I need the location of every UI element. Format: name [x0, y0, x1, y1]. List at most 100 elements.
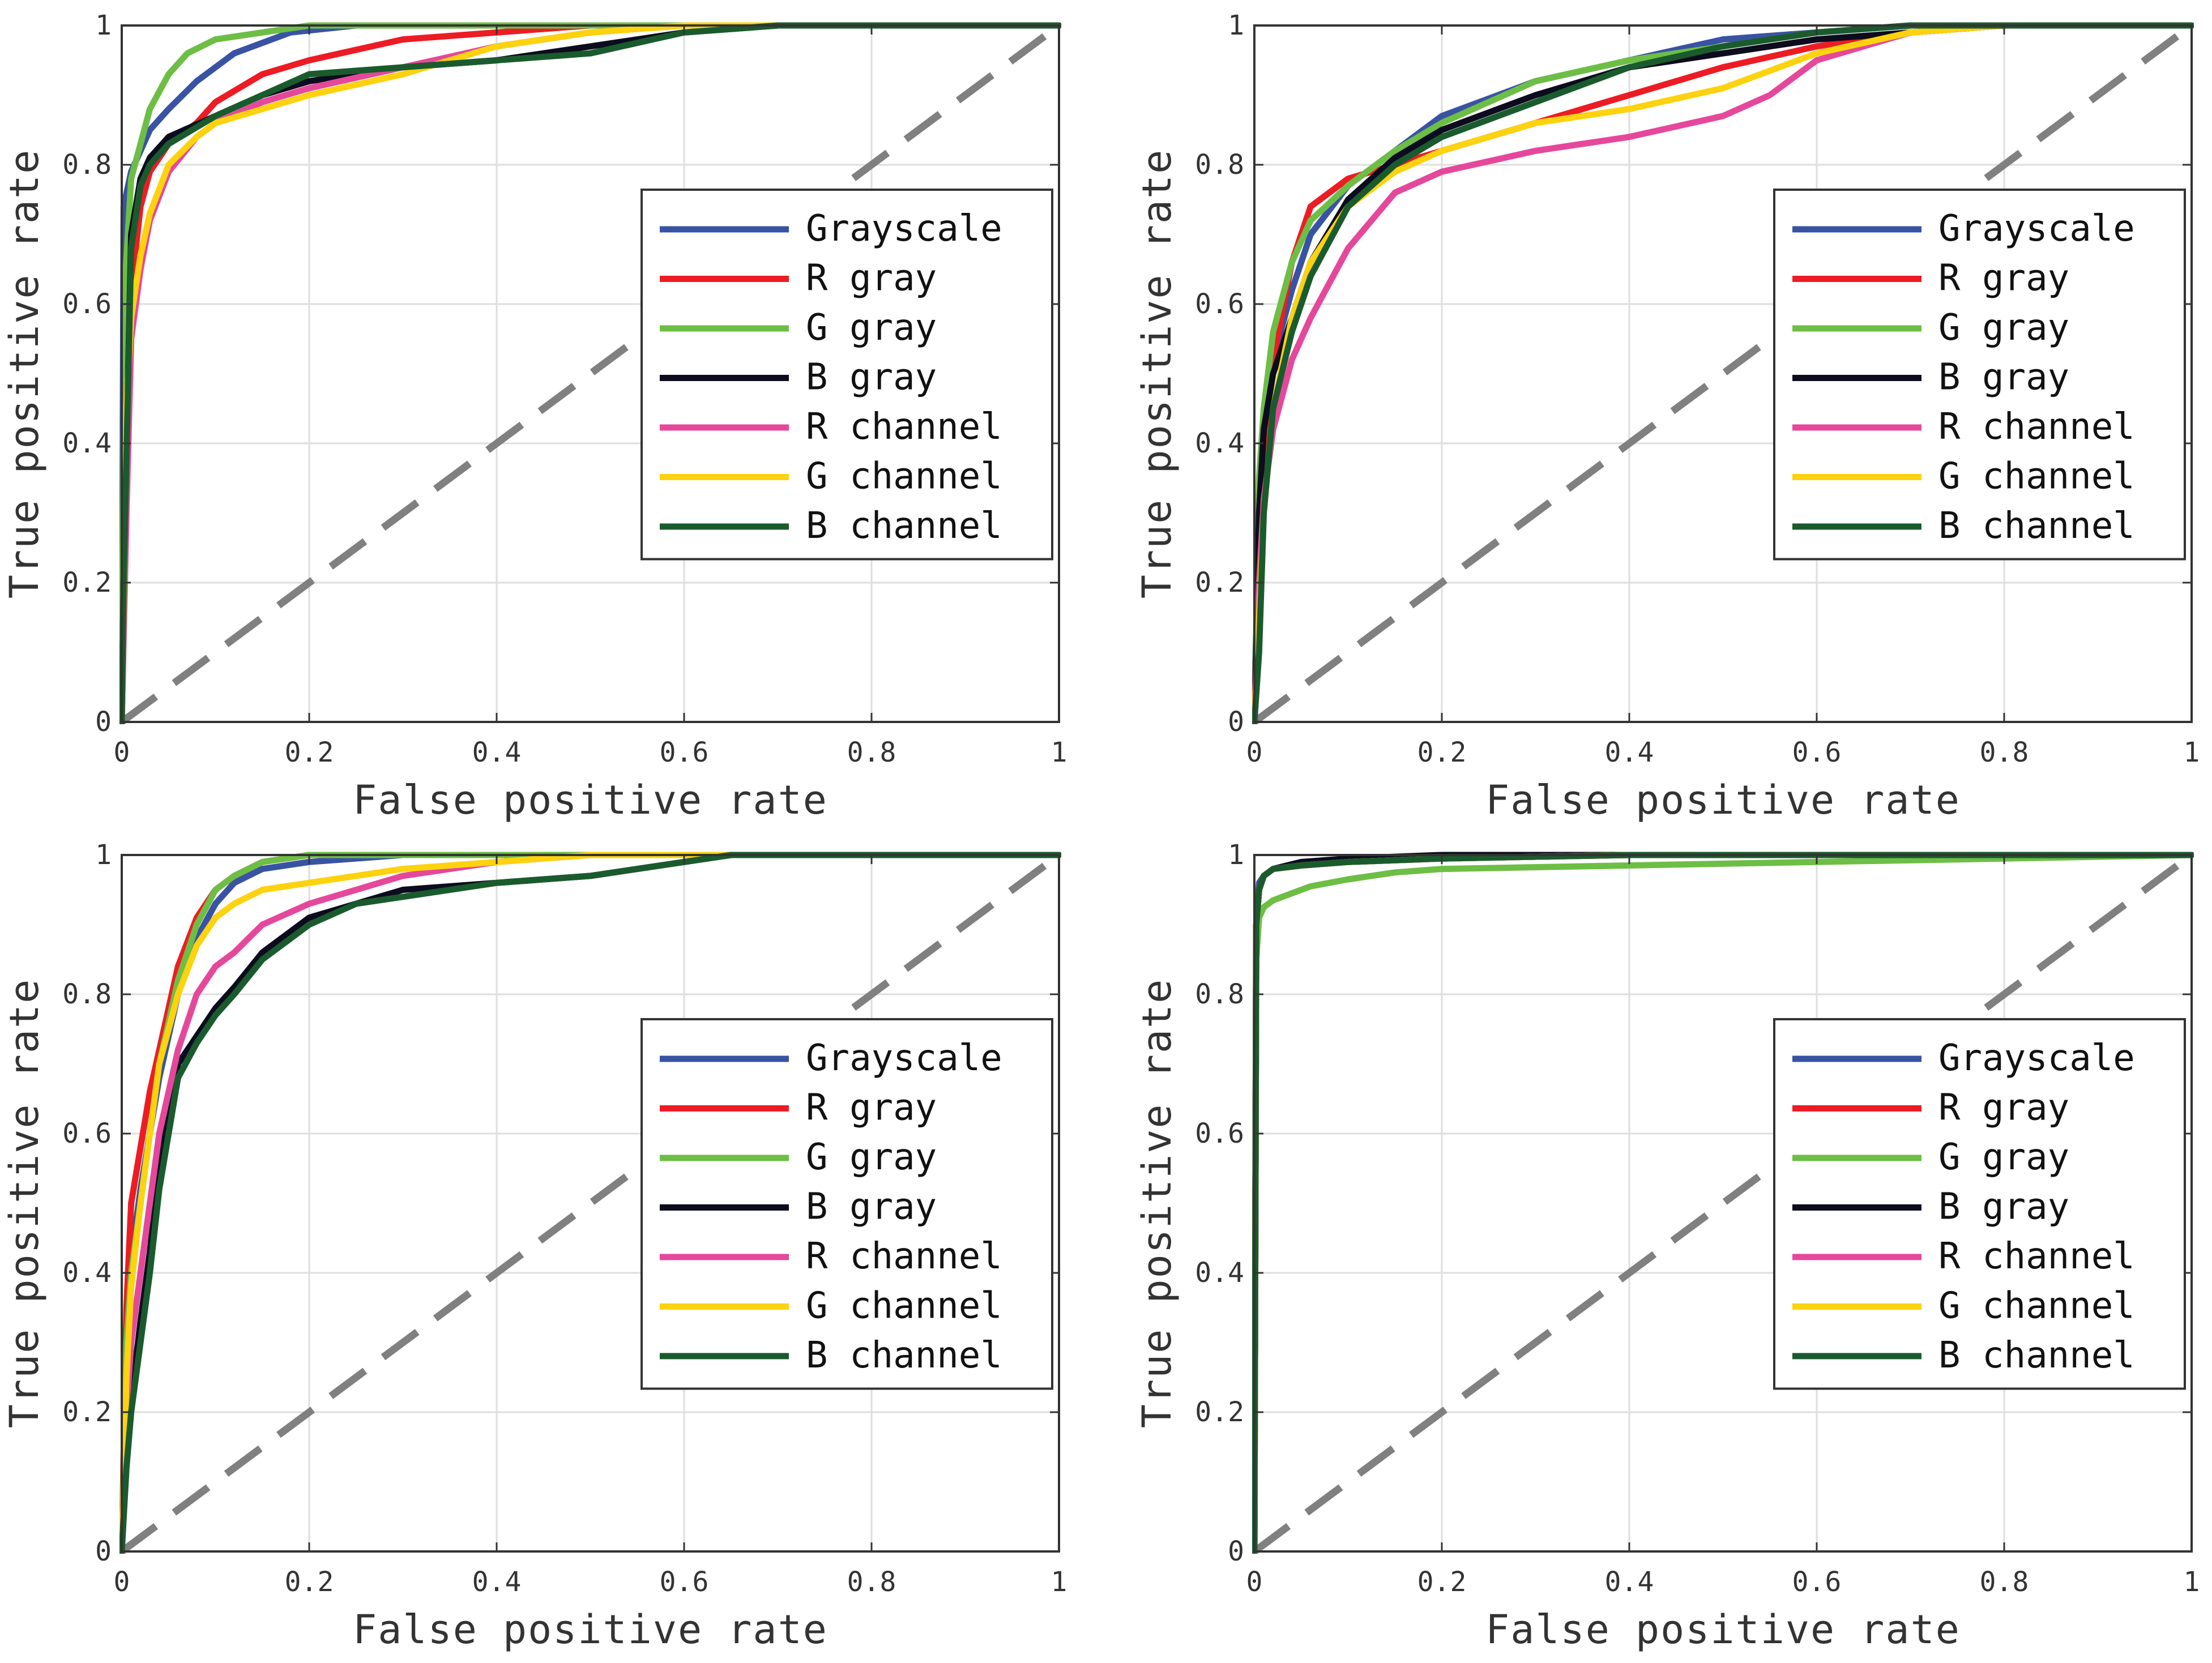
x-tick-label: 1: [2184, 1566, 2200, 1598]
x-tick-label: 0.6: [1792, 737, 1842, 768]
legend: Grayscale R gray G gray B gray R channel G ch…: [1773, 1018, 2186, 1390]
legend-label-r-gray: R gray: [1938, 1087, 2069, 1129]
x-tick-label: 0.4: [1605, 1566, 1654, 1598]
y-tick-label: 0: [1228, 706, 1244, 738]
y-tick-label: 0.4: [62, 427, 112, 459]
legend-label-g-gray: G gray: [1938, 307, 2069, 349]
x-tick-label: 1: [1051, 737, 1067, 768]
y-axis-label: True positive rate: [1134, 978, 1180, 1429]
legend-label-b-gray: B gray: [1938, 357, 2069, 399]
x-tick-label: 0.8: [1980, 737, 2029, 768]
y-tick-label: 0.2: [62, 567, 112, 598]
x-tick-label: 0.8: [1980, 1566, 2029, 1598]
y-tick-label: 0.2: [1195, 1396, 1244, 1428]
x-tick-label: 0.6: [660, 737, 709, 768]
x-tick-label: 0.4: [472, 1566, 522, 1598]
legend: Grayscale R gray G gray B gray R channel G ch…: [640, 1018, 1053, 1390]
legend-label-b-gray: B gray: [1938, 1186, 2069, 1228]
legend-label-g-gray: G gray: [1938, 1136, 2069, 1178]
x-tick-label: 0.8: [847, 1566, 896, 1598]
y-tick-label: 0: [1228, 1536, 1244, 1567]
x-tick-label: 0.2: [285, 737, 334, 768]
x-tick-label: 0.6: [1792, 1566, 1842, 1598]
y-tick-label: 0.4: [1195, 427, 1244, 459]
y-tick-label: 0.8: [62, 149, 112, 181]
roc-panel-top-left: 0 0.2 0.4 0.6 0.8 1 0 0.2 0.4 0.6 0.8 1 False positi…: [1, 10, 1067, 823]
series-group: [1252, 22, 2194, 724]
x-tick-label: 0.2: [1417, 737, 1467, 768]
legend-label-grayscale: Grayscale: [1938, 208, 2135, 250]
y-tick-label: 0.4: [1195, 1257, 1244, 1289]
series-line-g-channel: [119, 852, 1061, 1554]
y-tick-label: 0.6: [62, 288, 112, 320]
legend-box: [640, 1018, 1053, 1390]
x-tick-label: 1: [2184, 737, 2200, 768]
series-line-b-channel: [1252, 22, 2194, 724]
legend-label-grayscale: Grayscale: [806, 1037, 1002, 1079]
y-tick-label: 0.8: [62, 978, 112, 1010]
x-tick-label: 0.2: [285, 1566, 334, 1598]
legend-label-b-gray: B gray: [806, 1186, 937, 1228]
y-tick-label: 0.6: [1195, 1118, 1244, 1149]
legend-box: [1773, 1018, 2186, 1390]
y-tick-label: 1: [1228, 10, 1244, 41]
y-tick-label: 0.2: [62, 1396, 112, 1428]
axes-frame: [121, 854, 1060, 1553]
x-axis-label: False positive rate: [353, 1606, 828, 1653]
series-line-b-gray: [1252, 22, 2194, 724]
legend-label-g-gray: G gray: [806, 1136, 937, 1178]
axes-frame: [1253, 24, 2193, 723]
axes-frame: [121, 24, 1060, 723]
x-tick-label: 1: [1051, 1566, 1067, 1598]
series-group: [119, 852, 1061, 1554]
legend-label-r-channel: R channel: [806, 1236, 1002, 1277]
x-tick-label: 0: [114, 1566, 130, 1598]
legend-label-r-gray: R gray: [806, 1087, 937, 1129]
y-tick-label: 1: [1228, 839, 1244, 871]
series-line-b-channel: [119, 852, 1061, 1554]
y-tick-label: 0.6: [1195, 288, 1244, 320]
legend-label-g-gray: G gray: [806, 307, 937, 349]
y-tick-label: 1: [95, 10, 112, 41]
axes-frame: [1253, 854, 2193, 1553]
legend-label-g-channel: G channel: [806, 456, 1002, 498]
x-tick-label: 0: [114, 737, 130, 768]
legend-box: [640, 189, 1053, 561]
x-axis-label: False positive rate: [1485, 777, 1961, 823]
legend-label-b-gray: B gray: [806, 357, 937, 399]
y-tick-label: 0.8: [1195, 978, 1244, 1010]
legend-label-b-channel: B channel: [806, 1335, 1002, 1376]
legend-label-r-gray: R gray: [806, 258, 937, 300]
y-tick-label: 0.4: [62, 1257, 112, 1289]
legend: Grayscale R gray G gray B gray R channel G ch…: [640, 189, 1053, 561]
series-line-b-channel: [119, 22, 1061, 724]
legend-label-g-channel: G channel: [1938, 1285, 2135, 1327]
legend-label-g-channel: G channel: [806, 1285, 1002, 1327]
x-tick-label: 0.8: [847, 737, 896, 768]
series-line-g-channel: [119, 22, 1061, 724]
x-tick-label: 0: [1246, 737, 1263, 768]
legend-label-g-channel: G channel: [1938, 456, 2135, 498]
roc-panel-bottom-right: 0 0.2 0.4 0.6 0.8 1 0 0.2 0.4 0.6 0.8 1 False positi…: [1134, 839, 2200, 1653]
roc-panel-top-right: 0 0.2 0.4 0.6 0.8 1 0 0.2 0.4 0.6 0.8 1 False positi…: [1134, 10, 2200, 823]
y-tick-label: 0.6: [62, 1118, 112, 1149]
series-group: [119, 22, 1061, 724]
y-axis-label: True positive rate: [1134, 149, 1180, 599]
x-axis-label: False positive rate: [353, 777, 828, 823]
legend-label-grayscale: Grayscale: [806, 208, 1002, 250]
legend-label-b-channel: B channel: [1938, 1335, 2135, 1376]
y-tick-label: 0: [95, 1536, 112, 1567]
y-tick-label: 0.2: [1195, 567, 1244, 598]
legend-label-b-channel: B channel: [806, 505, 1002, 547]
legend-label-r-gray: R gray: [1938, 258, 2069, 300]
x-tick-label: 0.6: [660, 1566, 709, 1598]
legend-label-grayscale: Grayscale: [1938, 1037, 2135, 1079]
legend-box: [1773, 189, 2186, 561]
y-tick-label: 0: [95, 706, 112, 738]
y-axis-label: True positive rate: [1, 149, 48, 599]
x-tick-label: 0: [1246, 1566, 1263, 1598]
y-tick-label: 1: [95, 839, 112, 871]
legend: Grayscale R gray G gray B gray R channel G ch…: [1773, 189, 2186, 561]
x-tick-label: 0.4: [1605, 737, 1654, 768]
